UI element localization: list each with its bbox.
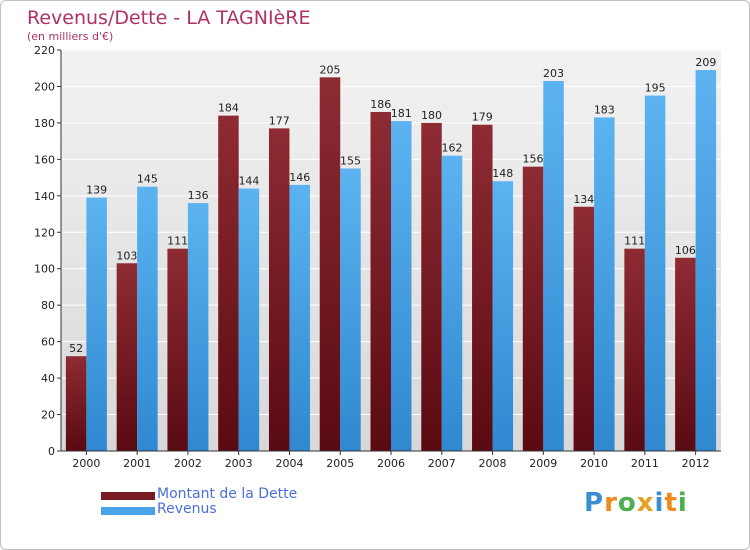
- x-tick-label: 2001: [123, 457, 151, 470]
- x-tick-label: 2005: [326, 457, 354, 470]
- logo-letter: P: [584, 488, 605, 518]
- y-tick-label: 0: [48, 445, 55, 458]
- y-tick-label: 60: [41, 336, 55, 349]
- data-label-revenus: 209: [695, 56, 716, 69]
- data-label-debt: 134: [573, 193, 594, 206]
- bar-debt: [573, 206, 595, 451]
- x-tick-label: 2008: [479, 457, 507, 470]
- data-label-debt: 111: [167, 235, 188, 248]
- legend-swatch-debt: [101, 492, 155, 500]
- bar-debt: [218, 115, 239, 452]
- bar-revenus: [441, 155, 463, 451]
- bar-debt: [116, 263, 138, 451]
- data-label-revenus: 148: [492, 167, 513, 180]
- data-label-revenus: 183: [594, 103, 615, 116]
- y-tick-label: 120: [34, 226, 55, 239]
- chart-title: Revenus/Dette - LA TAGNIèRE: [27, 7, 311, 29]
- y-tick-label: 100: [34, 263, 55, 276]
- data-label-debt: 111: [624, 235, 645, 248]
- data-label-revenus: 155: [340, 154, 361, 167]
- bar-debt: [370, 111, 391, 452]
- y-tick-label: 80: [41, 299, 55, 312]
- data-label-revenus: 146: [289, 171, 310, 184]
- y-tick-label: 200: [34, 80, 55, 93]
- legend-swatch-revenus: [101, 507, 155, 515]
- bar-debt: [319, 77, 341, 451]
- logo-letter: r: [604, 488, 618, 518]
- data-label-debt: 156: [523, 153, 544, 166]
- data-label-revenus: 136: [188, 189, 209, 202]
- x-tick-label: 2011: [631, 457, 659, 470]
- bar-debt: [675, 257, 696, 451]
- data-label-debt: 186: [370, 98, 391, 111]
- data-label-debt: 103: [116, 249, 137, 262]
- data-label-debt: 177: [269, 114, 290, 127]
- bar-revenus: [695, 70, 717, 452]
- logo-letter: i: [654, 488, 665, 518]
- y-tick-label: 40: [41, 372, 55, 385]
- bar-revenus: [289, 184, 310, 451]
- x-tick-label: 2012: [682, 457, 710, 470]
- bar-revenus: [543, 80, 564, 452]
- data-label-revenus: 195: [645, 82, 666, 95]
- x-tick-label: 2006: [377, 457, 405, 470]
- bar-debt: [65, 356, 87, 451]
- y-tick-label: 160: [34, 153, 55, 166]
- data-label-revenus: 145: [137, 173, 158, 186]
- axes: 0 20 40 60 80 100 120 140 160 180 200 220 2000 2001 20…: [34, 44, 721, 470]
- x-tick-label: 2010: [580, 457, 608, 470]
- bar-debt: [624, 248, 645, 451]
- data-label-debt: 184: [218, 102, 239, 115]
- data-label-debt: 52: [69, 342, 83, 355]
- logo-letter: o: [617, 488, 637, 518]
- bar-debt: [421, 122, 442, 451]
- legend-label-revenus: Revenus: [157, 501, 217, 517]
- bar-revenus: [137, 186, 158, 452]
- data-label-debt: 179: [472, 111, 493, 124]
- bar-revenus: [644, 95, 666, 452]
- data-label-revenus: 144: [238, 175, 259, 188]
- logo-letter: i: [677, 488, 688, 518]
- x-tick-label: 2009: [529, 457, 557, 470]
- bar-revenus: [492, 181, 514, 451]
- bar-revenus: [594, 117, 615, 451]
- logo-letter: t: [664, 488, 678, 518]
- data-label-debt: 180: [421, 109, 442, 122]
- bars: [65, 70, 717, 452]
- bar-debt: [522, 166, 544, 451]
- bar-revenus: [340, 168, 361, 451]
- bar-debt: [167, 248, 188, 451]
- data-label-debt: 205: [319, 63, 340, 76]
- bar-debt: [268, 128, 290, 452]
- data-label-revenus: 139: [86, 184, 107, 197]
- data-label-debt: 106: [675, 244, 696, 257]
- y-tick-label: 140: [34, 190, 55, 203]
- data-labels: 5213910314511113618414417714620515518618…: [69, 56, 716, 355]
- x-tick-label: 2004: [275, 457, 303, 470]
- logo-letter: x: [636, 488, 655, 518]
- data-label-revenus: 162: [442, 142, 463, 155]
- x-tick-label: 2007: [428, 457, 456, 470]
- proxiti-logo: Proxiti: [584, 488, 688, 518]
- y-tick-label: 180: [34, 117, 55, 130]
- bar-revenus: [238, 188, 260, 451]
- bar-revenus: [187, 203, 209, 451]
- y-tick-label: 20: [41, 409, 55, 422]
- legend-label-debt: Montant de la Dette: [157, 486, 298, 502]
- x-tick-label: 2002: [174, 457, 202, 470]
- x-tick-label: 2000: [72, 457, 100, 470]
- x-tick-label: 2003: [225, 457, 253, 470]
- data-label-revenus: 181: [391, 107, 412, 120]
- y-tick-label: 220: [34, 44, 55, 57]
- bar-debt: [472, 124, 493, 452]
- bar-revenus: [391, 121, 412, 451]
- bar-revenus: [86, 197, 107, 451]
- data-label-revenus: 203: [543, 67, 564, 80]
- chart-subtitle: (en milliers d'€): [27, 30, 114, 43]
